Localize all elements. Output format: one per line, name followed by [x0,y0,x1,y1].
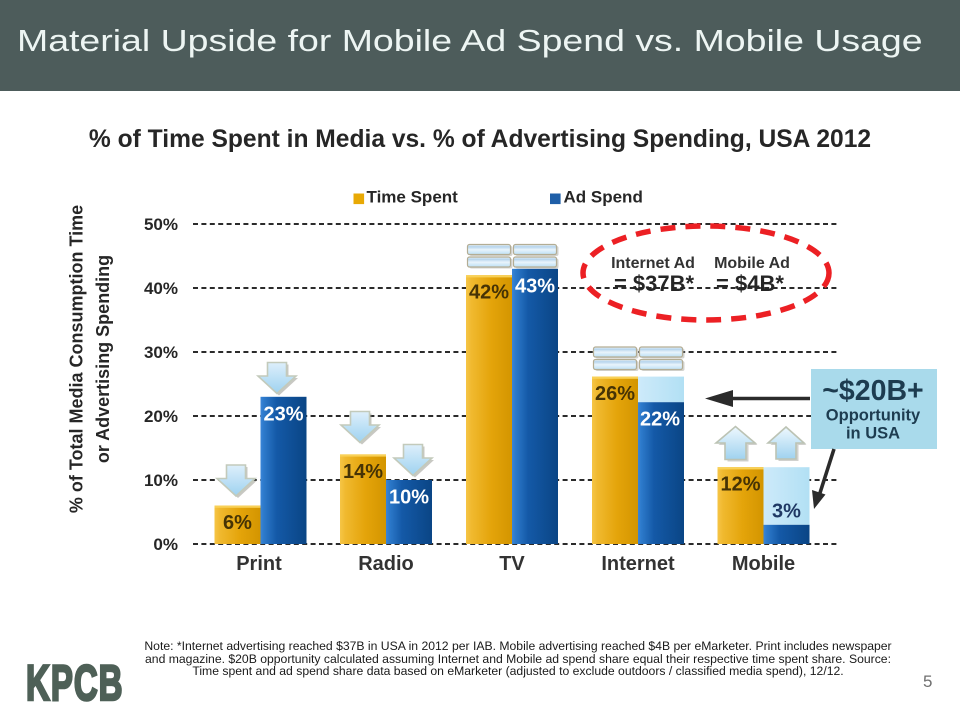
svg-text:Radio: Radio [358,553,414,575]
svg-text:= $37B*: = $37B* [614,271,695,296]
svg-text:Opportunity: Opportunity [826,407,921,425]
svg-text:12%: 12% [720,474,760,496]
svg-text:Mobile Ad: Mobile Ad [714,255,790,272]
svg-text:50%: 50% [144,215,178,234]
svg-text:10%: 10% [144,471,178,490]
svg-text:6%: 6% [223,512,252,534]
svg-text:43%: 43% [515,275,555,297]
svg-text:10%: 10% [389,487,429,509]
svg-text:Internet: Internet [601,553,675,575]
svg-text:TV: TV [499,553,525,575]
svg-text:in USA: in USA [846,425,900,443]
svg-text:Ad Spend: Ad Spend [564,188,643,207]
svg-text:Print: Print [236,553,282,575]
svg-text:26%: 26% [595,383,635,405]
svg-text:Mobile: Mobile [732,553,795,575]
svg-text:30%: 30% [144,343,178,362]
svg-text:40%: 40% [144,279,178,298]
svg-text:22%: 22% [640,409,680,431]
svg-text:3%: 3% [772,501,801,523]
svg-text:0%: 0% [153,535,178,554]
svg-text:23%: 23% [263,403,303,425]
svg-text:Time Spent: Time Spent [367,188,459,207]
svg-text:Internet Ad: Internet Ad [611,255,695,272]
svg-text:42%: 42% [469,282,509,304]
svg-text:14%: 14% [343,461,383,483]
svg-text:~$20B+: ~$20B+ [822,375,923,407]
svg-text:or Advertising Spending: or Advertising Spending [93,255,113,463]
svg-text:% of Total Media Consumption T: % of Total Media Consumption Time [67,205,87,513]
svg-text:20%: 20% [144,407,178,426]
svg-text:= $4B*: = $4B* [716,271,784,296]
